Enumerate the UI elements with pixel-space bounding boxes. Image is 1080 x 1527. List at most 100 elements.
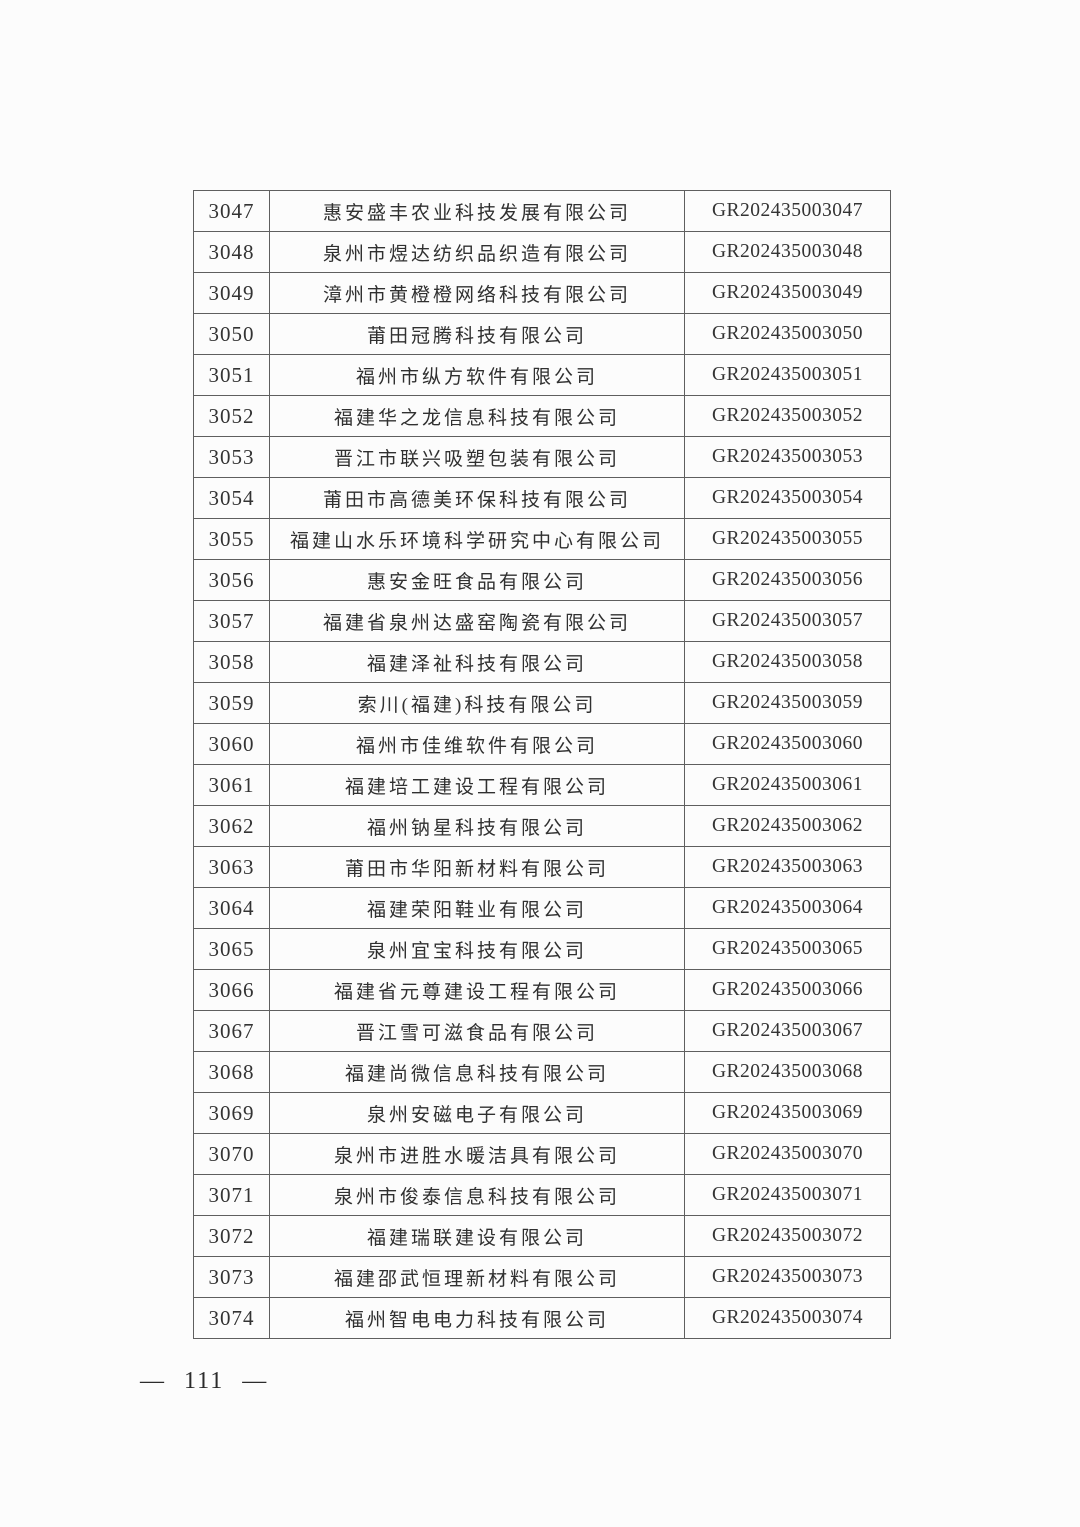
- company-name-cell: 惠安盛丰农业科技发展有限公司: [269, 190, 685, 232]
- company-name-cell: 泉州市俊泰信息科技有限公司: [269, 1174, 685, 1216]
- certificate-code-cell: GR202435003056: [684, 559, 891, 601]
- table-row: 3059 索川(福建)科技有限公司 GR202435003059: [193, 682, 891, 724]
- serial-number-cell: 3071: [193, 1174, 270, 1216]
- serial-number-cell: 3052: [193, 395, 270, 437]
- certificate-code-cell: GR202435003071: [684, 1174, 891, 1216]
- serial-number-cell: 3074: [193, 1297, 270, 1339]
- table-row: 3067 晋江雪可滋食品有限公司 GR202435003067: [193, 1010, 891, 1052]
- certificate-code-cell: GR202435003048: [684, 231, 891, 273]
- table-row: 3070 泉州市进胜水暖洁具有限公司 GR202435003070: [193, 1133, 891, 1175]
- company-name-cell: 福州钠星科技有限公司: [269, 805, 685, 847]
- serial-number-cell: 3068: [193, 1051, 270, 1093]
- certificate-code-cell: GR202435003052: [684, 395, 891, 437]
- company-name-cell: 泉州宜宝科技有限公司: [269, 928, 685, 970]
- company-name-cell: 福建省泉州达盛窑陶瓷有限公司: [269, 600, 685, 642]
- table-row: 3073 福建邵武恒理新材料有限公司 GR202435003073: [193, 1256, 891, 1298]
- table-row: 3054 莆田市高德美环保科技有限公司 GR202435003054: [193, 477, 891, 519]
- certificate-code-cell: GR202435003069: [684, 1092, 891, 1134]
- certificate-code-cell: GR202435003066: [684, 969, 891, 1011]
- company-name-cell: 泉州安磁电子有限公司: [269, 1092, 685, 1134]
- company-table: 3047 惠安盛丰农业科技发展有限公司 GR202435003047 3048 泉州市煜…: [193, 190, 891, 1339]
- certificate-code-cell: GR202435003055: [684, 518, 891, 560]
- serial-number-cell: 3063: [193, 846, 270, 888]
- serial-number-cell: 3072: [193, 1215, 270, 1257]
- certificate-code-cell: GR202435003054: [684, 477, 891, 519]
- serial-number-cell: 3057: [193, 600, 270, 642]
- company-name-cell: 福州市纵方软件有限公司: [269, 354, 685, 396]
- table-row: 3057 福建省泉州达盛窑陶瓷有限公司 GR202435003057: [193, 600, 891, 642]
- table-row: 3051 福州市纵方软件有限公司 GR202435003051: [193, 354, 891, 396]
- serial-number-cell: 3050: [193, 313, 270, 355]
- company-table-body: 3047 惠安盛丰农业科技发展有限公司 GR202435003047 3048 泉州市煜…: [193, 190, 891, 1339]
- table-row: 3068 福建尚微信息科技有限公司 GR202435003068: [193, 1051, 891, 1093]
- certificate-code-cell: GR202435003057: [684, 600, 891, 642]
- company-name-cell: 索川(福建)科技有限公司: [269, 682, 685, 724]
- company-name-cell: 福建泽祉科技有限公司: [269, 641, 685, 683]
- table-row: 3064 福建荣阳鞋业有限公司 GR202435003064: [193, 887, 891, 929]
- company-name-cell: 莆田市高德美环保科技有限公司: [269, 477, 685, 519]
- company-name-cell: 福建尚微信息科技有限公司: [269, 1051, 685, 1093]
- certificate-code-cell: GR202435003074: [684, 1297, 891, 1339]
- company-name-cell: 福建省元尊建设工程有限公司: [269, 969, 685, 1011]
- certificate-code-cell: GR202435003065: [684, 928, 891, 970]
- company-name-cell: 晋江市联兴吸塑包装有限公司: [269, 436, 685, 478]
- serial-number-cell: 3061: [193, 764, 270, 806]
- certificate-code-cell: GR202435003068: [684, 1051, 891, 1093]
- certificate-code-cell: GR202435003064: [684, 887, 891, 929]
- company-name-cell: 泉州市煜达纺织品织造有限公司: [269, 231, 685, 273]
- serial-number-cell: 3054: [193, 477, 270, 519]
- serial-number-cell: 3070: [193, 1133, 270, 1175]
- certificate-code-cell: GR202435003058: [684, 641, 891, 683]
- company-name-cell: 晋江雪可滋食品有限公司: [269, 1010, 685, 1052]
- table-row: 3062 福州钠星科技有限公司 GR202435003062: [193, 805, 891, 847]
- certificate-code-cell: GR202435003050: [684, 313, 891, 355]
- company-name-cell: 莆田市华阳新材料有限公司: [269, 846, 685, 888]
- company-name-cell: 福州智电电力科技有限公司: [269, 1297, 685, 1339]
- company-name-cell: 福建华之龙信息科技有限公司: [269, 395, 685, 437]
- certificate-code-cell: GR202435003051: [684, 354, 891, 396]
- company-name-cell: 福建荣阳鞋业有限公司: [269, 887, 685, 929]
- serial-number-cell: 3060: [193, 723, 270, 765]
- table-row: 3050 莆田冠腾科技有限公司 GR202435003050: [193, 313, 891, 355]
- table-row: 3072 福建瑞联建设有限公司 GR202435003072: [193, 1215, 891, 1257]
- certificate-code-cell: GR202435003053: [684, 436, 891, 478]
- certificate-code-cell: GR202435003049: [684, 272, 891, 314]
- table-row: 3056 惠安金旺食品有限公司 GR202435003056: [193, 559, 891, 601]
- serial-number-cell: 3047: [193, 190, 270, 232]
- page-number: — 111 —: [140, 1368, 269, 1394]
- serial-number-cell: 3062: [193, 805, 270, 847]
- serial-number-cell: 3058: [193, 641, 270, 683]
- certificate-code-cell: GR202435003060: [684, 723, 891, 765]
- serial-number-cell: 3056: [193, 559, 270, 601]
- certificate-code-cell: GR202435003067: [684, 1010, 891, 1052]
- table-row: 3052 福建华之龙信息科技有限公司 GR202435003052: [193, 395, 891, 437]
- serial-number-cell: 3059: [193, 682, 270, 724]
- table-row: 3049 漳州市黄橙橙网络科技有限公司 GR202435003049: [193, 272, 891, 314]
- serial-number-cell: 3066: [193, 969, 270, 1011]
- company-name-cell: 福州市佳维软件有限公司: [269, 723, 685, 765]
- company-name-cell: 泉州市进胜水暖洁具有限公司: [269, 1133, 685, 1175]
- company-name-cell: 惠安金旺食品有限公司: [269, 559, 685, 601]
- certificate-code-cell: GR202435003073: [684, 1256, 891, 1298]
- company-name-cell: 福建瑞联建设有限公司: [269, 1215, 685, 1257]
- certificate-code-cell: GR202435003072: [684, 1215, 891, 1257]
- table-row: 3048 泉州市煜达纺织品织造有限公司 GR202435003048: [193, 231, 891, 273]
- table-row: 3071 泉州市俊泰信息科技有限公司 GR202435003071: [193, 1174, 891, 1216]
- serial-number-cell: 3064: [193, 887, 270, 929]
- certificate-code-cell: GR202435003070: [684, 1133, 891, 1175]
- company-name-cell: 福建培工建设工程有限公司: [269, 764, 685, 806]
- serial-number-cell: 3051: [193, 354, 270, 396]
- company-name-cell: 福建邵武恒理新材料有限公司: [269, 1256, 685, 1298]
- table-row: 3058 福建泽祉科技有限公司 GR202435003058: [193, 641, 891, 683]
- table-row: 3047 惠安盛丰农业科技发展有限公司 GR202435003047: [193, 190, 891, 232]
- company-name-cell: 福建山水乐环境科学研究中心有限公司: [269, 518, 685, 560]
- table-row: 3066 福建省元尊建设工程有限公司 GR202435003066: [193, 969, 891, 1011]
- table-row: 3060 福州市佳维软件有限公司 GR202435003060: [193, 723, 891, 765]
- company-name-cell: 漳州市黄橙橙网络科技有限公司: [269, 272, 685, 314]
- table-row: 3069 泉州安磁电子有限公司 GR202435003069: [193, 1092, 891, 1134]
- table-row: 3055 福建山水乐环境科学研究中心有限公司 GR202435003055: [193, 518, 891, 560]
- serial-number-cell: 3049: [193, 272, 270, 314]
- table-row: 3065 泉州宜宝科技有限公司 GR202435003065: [193, 928, 891, 970]
- table-row: 3063 莆田市华阳新材料有限公司 GR202435003063: [193, 846, 891, 888]
